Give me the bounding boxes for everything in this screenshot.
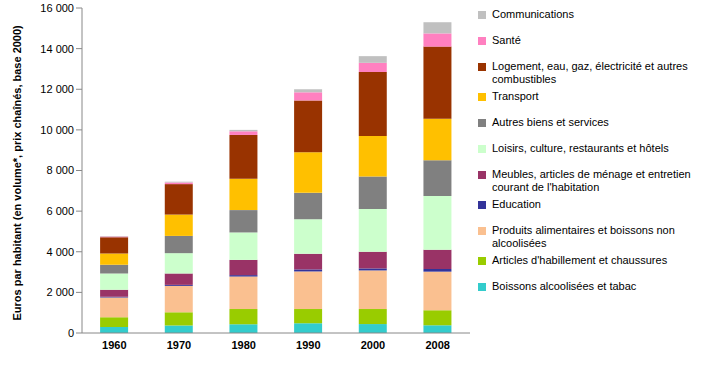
svg-text:16 000: 16 000 [40, 2, 74, 14]
svg-text:12 000: 12 000 [40, 83, 74, 95]
svg-text:10 000: 10 000 [40, 124, 74, 136]
html-text:Education: Education [492, 198, 541, 210]
svg-text:2 000: 2 000 [46, 286, 74, 298]
svg-text:2000: 2000 [361, 339, 385, 351]
svg-text:8 000: 8 000 [46, 164, 74, 176]
html-text:Loisirs, culture, restaurants: Loisirs, culture, restaurants et hôtels [492, 142, 669, 154]
html-text:Communications: Communications [492, 8, 574, 20]
svg-text:14 000: 14 000 [40, 43, 74, 55]
svg-text:6 000: 6 000 [46, 205, 74, 217]
svg-text:4 000: 4 000 [46, 246, 74, 258]
svg-text:1980: 1980 [231, 339, 255, 351]
html-text:Santé: Santé [492, 34, 521, 46]
svg-text:2008: 2008 [425, 339, 449, 351]
html-text:Meubles, articles de ménage et: Meubles, articles de ménage et entretien… [492, 168, 691, 193]
svg-text:1970: 1970 [167, 339, 191, 351]
html-text:Logement, eau, gaz, électricit: Logement, eau, gaz, électricité et autre… [492, 60, 688, 85]
html-text:Autres biens et services: Autres biens et services [492, 116, 609, 128]
html-text:Boissons alcoolisées et tabac: Boissons alcoolisées et tabac [492, 280, 637, 292]
html-text:Articles d'habillement et chau: Articles d'habillement et chaussures [492, 254, 668, 266]
svg-text:Euros par habitant (en volume*: Euros par habitant (en volume*, prix cha… [11, 25, 23, 321]
html-text:Transport: Transport [492, 90, 539, 102]
svg-text:1960: 1960 [102, 339, 126, 351]
html-text:Produits alimentaires et boiss: Produits alimentaires et boissons non al… [492, 224, 675, 249]
svg-text:0: 0 [68, 327, 74, 339]
svg-text:1990: 1990 [296, 339, 320, 351]
